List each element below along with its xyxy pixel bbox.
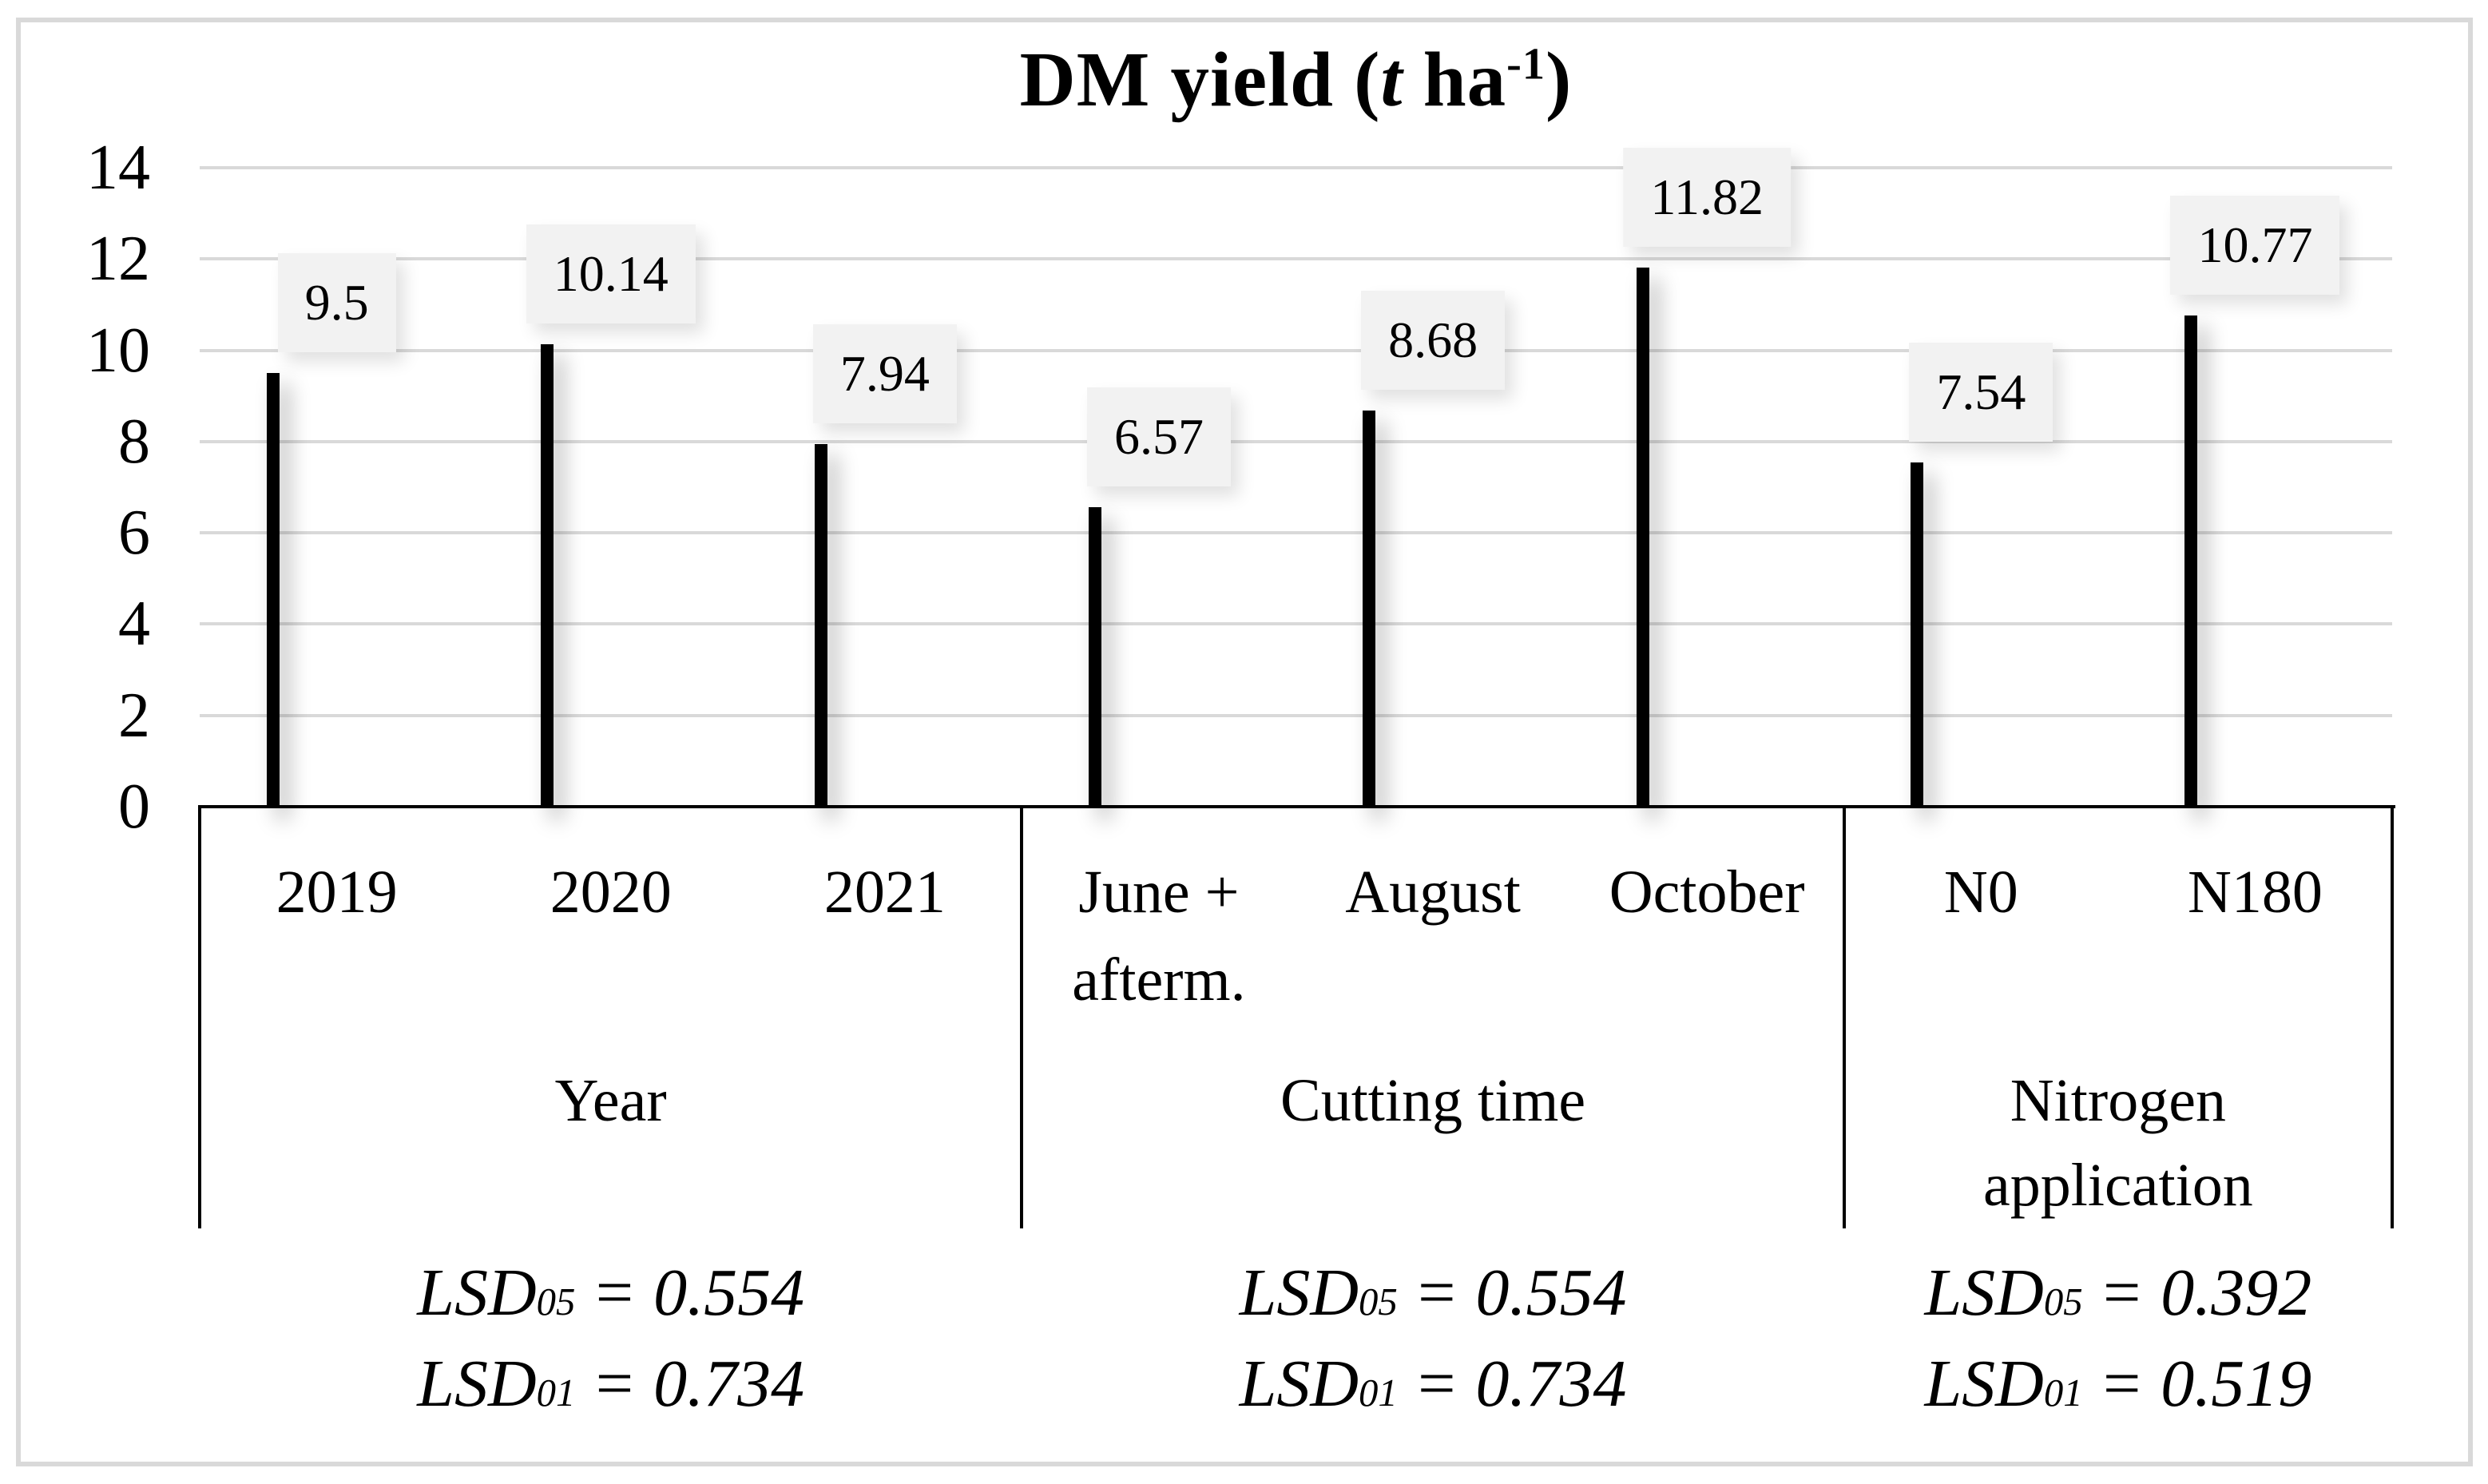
gridline-14 (200, 166, 2392, 169)
category-divider-1 (1020, 805, 1024, 1228)
category-divider-0 (198, 805, 201, 1228)
lsd-line-05: LSD05 = 0.554 (1022, 1248, 1843, 1339)
category-label-n0: N0 (1943, 859, 2018, 926)
bar-august (1363, 411, 1376, 808)
lsd-subscript: 01 (2043, 1371, 2083, 1415)
bar-n180 (2184, 315, 2198, 808)
y-axis-tick-label-10: 10 (86, 315, 150, 386)
bar-value-label-2019: 9.5 (277, 253, 396, 353)
bar-2021 (814, 444, 827, 808)
bar-value-label-august: 8.68 (1361, 291, 1506, 390)
category-label-october: October (1609, 859, 1805, 926)
bar-june-afterm (1088, 506, 1101, 808)
y-axis-tick-label-2: 2 (118, 680, 150, 751)
lsd-subscript: 01 (1359, 1371, 1398, 1415)
lsd-block-cutting-time: LSD05 = 0.554 LSD01 = 0.734 (1022, 1248, 1843, 1430)
y-axis-tick-label-8: 8 (118, 406, 150, 477)
lsd-label: LSD (1924, 1347, 2044, 1421)
bar-value-label-june-afterm: 6.57 (1086, 387, 1231, 486)
lsd-line-05: LSD05 = 0.392 (1844, 1248, 2392, 1339)
bar-2019 (266, 373, 280, 808)
gridline-10 (200, 348, 2392, 352)
lsd-subscript: 01 (536, 1371, 576, 1415)
gridline-8 (200, 439, 2392, 443)
lsd-label: LSD (1924, 1256, 2044, 1330)
chart-title-superscript: -1 (1506, 39, 1546, 89)
chart-title-unit-t: t (1380, 37, 1403, 122)
category-label-2019: 2019 (276, 859, 398, 926)
lsd-line-01: LSD01 = 0.734 (1022, 1339, 1843, 1430)
bar-value-label-n180: 10.77 (2170, 195, 2340, 295)
x-axis-line (200, 805, 2395, 808)
y-axis-tick-label-6: 6 (118, 498, 150, 569)
chart-title: DM yield (t ha-1) (200, 32, 2392, 128)
y-axis-tick-label-12: 12 (86, 224, 150, 295)
group-label-cutting-time: Cutting time (1280, 1067, 1586, 1134)
figure-frame (16, 18, 2473, 1466)
lsd-line-05: LSD05 = 0.554 (200, 1248, 1022, 1339)
group-label-nitrogen-application: Nitrogen application (1983, 1067, 2253, 1219)
gridline-4 (200, 622, 2392, 626)
chart-title-close-paren: ) (1546, 37, 1573, 122)
lsd-value: = 0.554 (1413, 1256, 1627, 1330)
bar-value-label-2020: 10.14 (526, 224, 696, 323)
y-axis-tick-label-0: 0 (118, 772, 150, 842)
chart-title-unit-ha: ha (1403, 37, 1507, 122)
y-axis-tick-label-14: 14 (86, 133, 150, 203)
group-label-year: Year (554, 1067, 667, 1134)
lsd-label: LSD (417, 1256, 537, 1330)
lsd-value: = 0.519 (2098, 1347, 2312, 1421)
lsd-value: = 0.392 (2098, 1256, 2312, 1330)
category-label-n180: N180 (2187, 859, 2323, 926)
lsd-subscript: 05 (2043, 1280, 2083, 1323)
bar-october (1637, 267, 1650, 808)
y-axis-tick-label-4: 4 (118, 589, 150, 660)
category-label-2020: 2020 (550, 859, 672, 926)
category-label-june-afterm: June + afterm. (1072, 859, 1246, 1014)
bar-n0 (1911, 462, 1924, 808)
lsd-block-nitrogen-application: LSD05 = 0.392 LSD01 = 0.519 (1844, 1248, 2392, 1430)
lsd-line-01: LSD01 = 0.519 (1844, 1339, 2392, 1430)
lsd-label: LSD (1239, 1347, 1359, 1421)
gridline-6 (200, 531, 2392, 535)
lsd-value: = 0.554 (591, 1256, 805, 1330)
lsd-value: = 0.734 (1413, 1347, 1627, 1421)
lsd-subscript: 05 (1359, 1280, 1398, 1323)
lsd-line-01: LSD01 = 0.734 (200, 1339, 1022, 1430)
bar-value-label-2021: 7.94 (812, 324, 957, 424)
bar-value-label-october: 11.82 (1623, 147, 1791, 247)
lsd-block-year: LSD05 = 0.554 LSD01 = 0.734 (200, 1248, 1022, 1430)
category-divider-3 (2391, 805, 2394, 1228)
lsd-subscript: 05 (536, 1280, 576, 1323)
gridline-12 (200, 257, 2392, 261)
lsd-label: LSD (1239, 1256, 1359, 1330)
category-divider-2 (1842, 805, 1846, 1228)
lsd-label: LSD (417, 1347, 537, 1421)
chart-title-text: DM yield ( (1019, 37, 1381, 122)
category-label-august: August (1345, 859, 1521, 926)
bar-2020 (540, 343, 554, 808)
bar-value-label-n0: 7.54 (1909, 343, 2053, 442)
lsd-value: = 0.734 (591, 1347, 805, 1421)
category-label-2021: 2021 (823, 859, 946, 926)
gridline-2 (200, 713, 2392, 717)
